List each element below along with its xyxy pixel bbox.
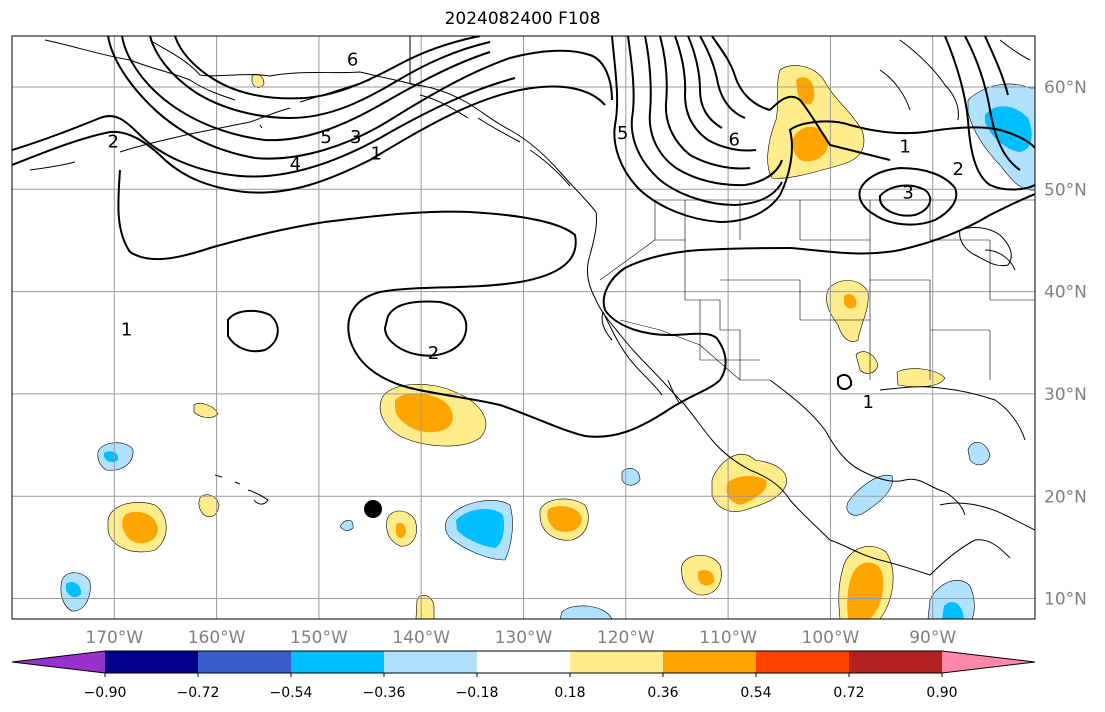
lat-tick-label: 10°N [1044,590,1087,610]
lat-tick-label: 20°N [1044,487,1087,507]
lat-tick-label: 50°N [1044,180,1087,200]
colorbar-segment [570,651,664,673]
positive-anomaly-shading [107,65,946,619]
colorbar-tick-labels: −0.90 −0.72 −0.54 −0.36 −0.18 0.18 0.36 0.54 0.7… [84,673,958,701]
colorbar-segment [105,651,199,673]
colorbar-tick-label: −0.36 [363,685,406,701]
colorbar-segment [384,651,478,673]
colorbar-segment [942,651,1035,673]
contour-label: 5 [617,123,628,144]
contour-label: 3 [350,127,361,148]
colorbar-segment [12,651,105,673]
storm-marker [364,500,382,518]
colorbar-segment [756,651,850,673]
lon-tick-label: 100°W [802,628,860,648]
contour-label: 4 [290,154,301,175]
lat-tick-label: 40°N [1044,283,1087,303]
contour-label: 6 [729,129,740,150]
lat-tick-label: 30°N [1044,385,1087,405]
colorbar-tick-label: −0.90 [84,685,127,701]
contour-label: 3 [902,182,913,203]
colorbar-segment [849,651,943,673]
contour-lines [12,36,1035,438]
contour-label: 2 [108,131,119,152]
lon-tick-label: 140°W [392,628,450,648]
colorbar-tick-label: −0.72 [177,685,220,701]
contour-label: 1 [863,392,874,413]
lon-tick-label: 90°W [909,628,956,648]
colorbar [11,650,1036,674]
colorbar-tick-label: 0.72 [833,685,864,701]
colorbar-tick-label: 0.18 [554,685,585,701]
colorbar-tick-label: −0.54 [270,685,313,701]
contour-label: 2 [428,343,439,364]
lon-tick-label: 120°W [597,628,655,648]
contour-label: 1 [121,320,132,341]
lon-tick-label: 150°W [290,628,348,648]
contour-label: 6 [347,50,358,71]
contour-label: 1 [370,144,381,165]
colorbar-tick-label: −0.18 [456,685,499,701]
lon-tick-label: 170°W [85,628,143,648]
colorbar-segment [477,651,571,673]
latitude-tick-labels: 10°N 20°N 30°N 40°N 50°N 60°N [1044,78,1087,609]
map-title: 2024082400 F108 [444,9,601,29]
lon-tick-label: 130°W [495,628,553,648]
colorbar-tick-label: 0.36 [647,685,678,701]
colorbar-tick-label: 0.90 [926,685,957,701]
contour-label: 5 [320,127,331,148]
longitude-tick-labels: 170°W 160°W 150°W 140°W 130°W 120°W 110°W 100°W… [85,628,956,648]
lon-tick-label: 110°W [699,628,757,648]
colorbar-tick-label: 0.54 [740,685,771,701]
contour-label: 1 [899,136,910,157]
gridlines [12,36,1035,619]
lat-tick-label: 60°N [1044,78,1087,98]
lon-tick-label: 160°W [188,628,246,648]
contour-label: 2 [953,159,964,180]
negative-anomaly-shading [60,83,1035,619]
colorbar-segment [663,651,757,673]
map-frame [11,35,1036,620]
colorbar-segment [198,651,292,673]
colorbar-segment [291,651,385,673]
